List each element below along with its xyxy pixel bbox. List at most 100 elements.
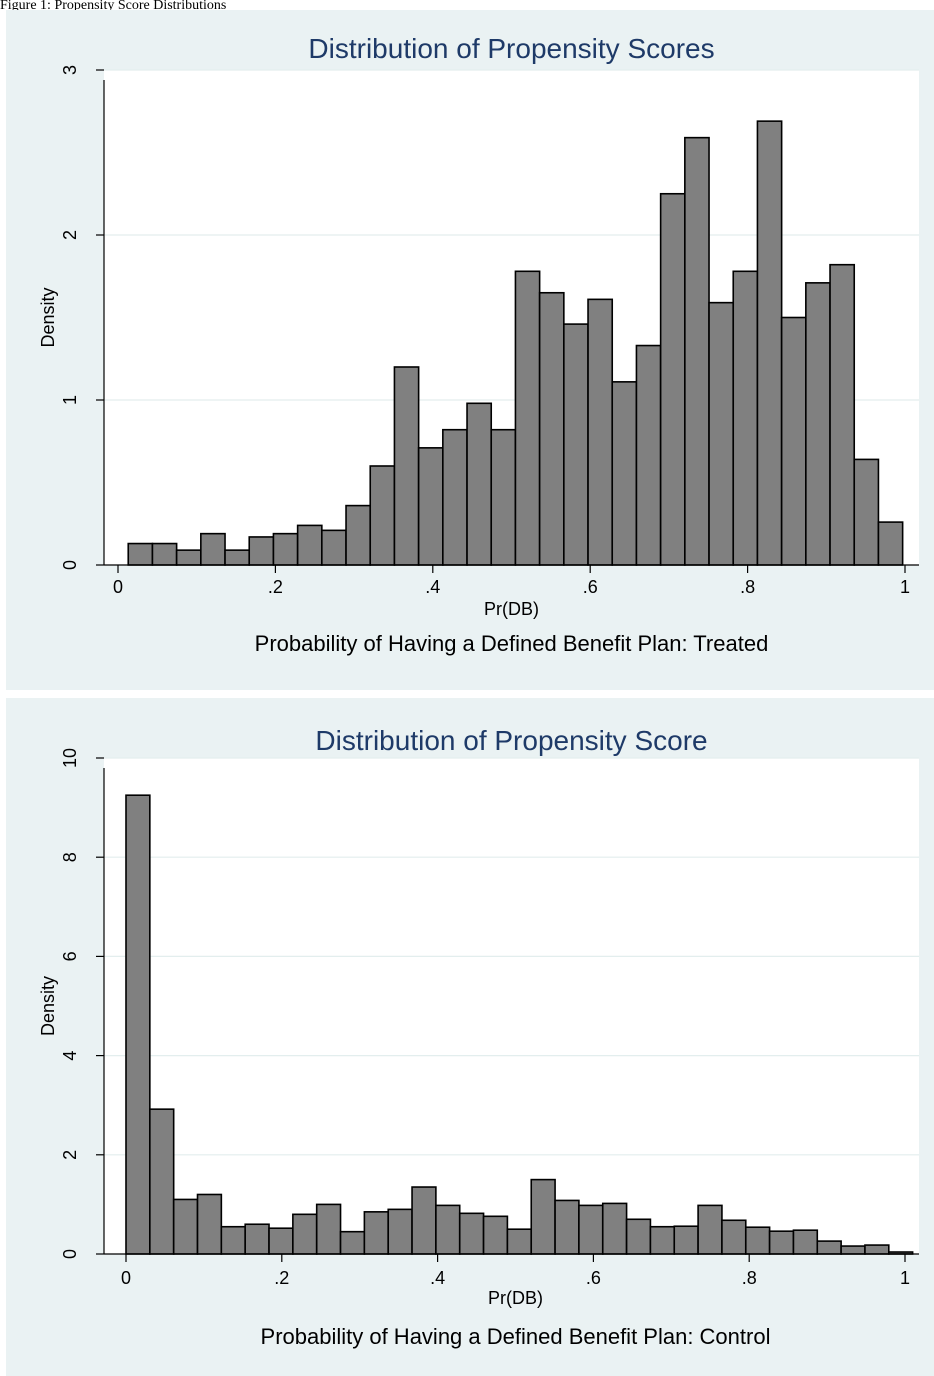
control-x-tick-label: .4 — [430, 1268, 445, 1288]
treated-histogram-panel: 0 .2 .4 .6 .8 1 0 1 2 3 Distribution of Propensity… — [6, 10, 934, 690]
treated-histogram-bar — [538, 291, 565, 566]
treated-x-tick-label: 0 — [113, 577, 123, 597]
treated-histogram-bar — [224, 549, 251, 566]
control-histogram-bar — [840, 1245, 866, 1255]
control-x-tick-label: 1 — [900, 1268, 910, 1288]
control-histogram-bar — [149, 1108, 175, 1255]
control-chart-title: Distribution of Propensity Score — [315, 725, 707, 756]
treated-x-tick-label: 1 — [900, 577, 910, 597]
control-histogram-bar — [363, 1211, 390, 1255]
treated-chart-title: Distribution of Propensity Scores — [308, 33, 714, 64]
control-x-tick-label: .2 — [274, 1268, 289, 1288]
treated-histogram-bar — [635, 344, 662, 566]
treated-y-tick-label: 3 — [60, 65, 80, 75]
treated-histogram-bar — [684, 136, 710, 566]
control-histogram-bar — [578, 1204, 604, 1255]
control-y-tick-label: 4 — [60, 1051, 80, 1061]
treated-histogram-bar — [417, 447, 444, 566]
treated-histogram-bar — [321, 529, 347, 566]
treated-histogram-bar — [853, 458, 880, 566]
control-histogram-bar — [339, 1230, 366, 1255]
treated-histogram-chart: 0 .2 .4 .6 .8 1 0 1 2 3 Distribution of Propensity… — [38, 33, 919, 656]
control-y-tick-label: 6 — [60, 951, 80, 961]
control-histogram-bar — [625, 1218, 652, 1255]
control-histogram-bar — [697, 1204, 723, 1255]
treated-histogram-bar — [805, 282, 831, 566]
control-histogram-bar — [244, 1223, 270, 1255]
control-y-tick-label: 2 — [60, 1150, 80, 1160]
treated-histogram-bar — [466, 402, 493, 566]
figure-caption: Figure 1: Propensity Score Distributions — [0, 0, 227, 10]
treated-y-axis-label: Density — [38, 287, 58, 347]
control-histogram-bar — [172, 1198, 199, 1255]
treated-x-tick-label: .6 — [583, 577, 598, 597]
control-histogram-bar — [816, 1240, 842, 1255]
control-histogram-panel: 0.2.4.6.8 1 0 2 4 6 8 10 Distribution of Propens… — [6, 698, 934, 1376]
control-histogram-bar — [125, 794, 151, 1255]
control-plot-area — [104, 758, 919, 1254]
control-histogram-bar — [601, 1202, 628, 1255]
control-y-tick-label: 0 — [60, 1249, 80, 1259]
treated-y-tick-label: 0 — [60, 560, 80, 570]
treated-histogram-bar — [393, 366, 420, 566]
treated-y-tick-label: 2 — [60, 230, 80, 240]
treated-x-axis-label: Pr(DB) — [484, 599, 539, 619]
control-y-axis-label: Density — [38, 976, 58, 1036]
treated-histogram-bar — [563, 323, 589, 566]
treated-histogram-bar — [732, 270, 759, 566]
treated-histogram-bar — [780, 316, 807, 566]
control-histogram-bar — [458, 1212, 485, 1255]
control-histogram-bar — [744, 1226, 771, 1255]
treated-histogram-bar — [490, 428, 517, 566]
treated-chart-note: Probability of Having a Defined Benefit … — [255, 631, 769, 656]
control-histogram-bar — [649, 1225, 676, 1255]
control-histogram-bar — [554, 1199, 580, 1255]
treated-histogram-bar — [151, 542, 178, 566]
control-histogram-bar — [721, 1219, 747, 1255]
control-histogram-bar — [864, 1244, 890, 1255]
control-y-tick-label: 10 — [60, 748, 80, 768]
control-histogram-bar — [196, 1193, 223, 1255]
treated-histogram-bar — [708, 301, 735, 566]
control-x-axis-label: Pr(DB) — [488, 1288, 543, 1308]
treated-histogram-bar — [248, 536, 275, 566]
control-histogram-bar — [411, 1186, 437, 1255]
control-histogram-bar — [268, 1227, 294, 1255]
control-histogram-bar — [530, 1178, 556, 1255]
control-histogram-bar — [482, 1215, 509, 1255]
treated-histogram-bar — [296, 524, 323, 566]
control-x-tick-label: .8 — [742, 1268, 757, 1288]
treated-histogram-bar — [756, 120, 783, 566]
treated-histogram-bar — [345, 504, 372, 566]
control-histogram-bar — [792, 1229, 819, 1255]
treated-x-tick-label: .4 — [425, 577, 440, 597]
treated-histogram-bar — [611, 381, 638, 566]
treated-histogram-bar — [659, 192, 686, 566]
control-chart-note: Probability of Having a Defined Benefit … — [261, 1324, 771, 1349]
treated-x-tick-label: .8 — [740, 577, 755, 597]
treated-histogram-bar — [587, 298, 614, 566]
control-histogram-bar — [673, 1225, 699, 1255]
treated-histogram-bar — [127, 542, 154, 566]
control-histogram-bar — [435, 1204, 461, 1255]
treated-x-tick-label: .2 — [268, 577, 283, 597]
treated-histogram-bar — [514, 270, 541, 566]
treated-y-tick-label: 1 — [60, 395, 80, 405]
treated-histogram-bar — [272, 532, 299, 566]
control-histogram-bar — [292, 1213, 318, 1255]
control-histogram-bar — [506, 1228, 533, 1255]
treated-histogram-bar — [200, 532, 226, 566]
control-histogram-bar — [768, 1230, 795, 1255]
control-x-tick-label: .6 — [586, 1268, 601, 1288]
treated-histogram-bar — [175, 549, 202, 566]
treated-histogram-bar — [369, 465, 396, 566]
control-x-tick-label: 0 — [121, 1268, 131, 1288]
control-histogram-bar — [220, 1225, 246, 1255]
control-histogram-bar — [387, 1208, 413, 1255]
treated-histogram-bar — [829, 263, 856, 566]
control-histogram-bar — [315, 1203, 342, 1255]
treated-histogram-bar — [442, 428, 468, 566]
treated-histogram-bar — [877, 521, 904, 566]
control-y-tick-label: 8 — [60, 852, 80, 862]
